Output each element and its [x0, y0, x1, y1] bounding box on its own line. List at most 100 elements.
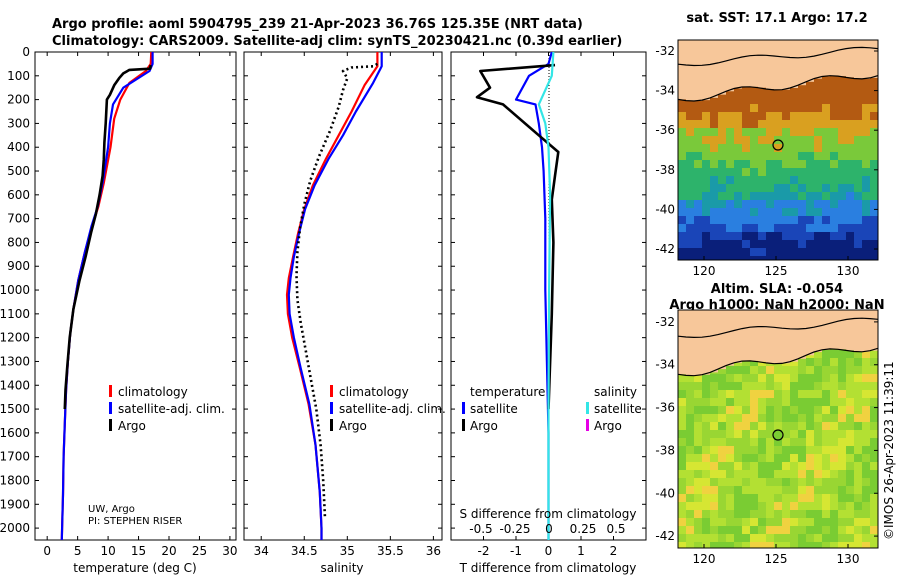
- map-cell: [750, 406, 758, 414]
- map-cell: [822, 256, 830, 260]
- map-cell: [846, 176, 854, 184]
- map-cell: [710, 510, 718, 518]
- map-cell: [862, 414, 870, 422]
- map-cell: [782, 502, 790, 510]
- map-cell: [814, 462, 822, 470]
- map-cell: [710, 462, 718, 470]
- map-cell: [806, 128, 814, 136]
- map-cell: [686, 502, 694, 510]
- map-cell: [862, 160, 870, 168]
- map-cell: [718, 446, 726, 454]
- map-cell: [678, 454, 686, 462]
- map-cell: [854, 398, 862, 406]
- map-cell: [862, 144, 870, 152]
- map-cell: [846, 96, 854, 104]
- map-cell: [766, 232, 774, 240]
- map-cell: [718, 256, 726, 260]
- map-cell: [790, 478, 798, 486]
- legend-title-salinity: salinity: [594, 385, 637, 399]
- map-cell: [702, 446, 710, 454]
- map-cell: [694, 240, 702, 248]
- legend-label-temp-argo: Argo: [470, 419, 498, 433]
- map-cell: [710, 382, 718, 390]
- map-cell: [782, 406, 790, 414]
- map-x-tick-label: 125: [765, 552, 788, 566]
- map-cell: [702, 518, 710, 526]
- map-cell: [790, 374, 798, 382]
- map-cell: [838, 224, 846, 232]
- map-cell: [742, 88, 750, 96]
- map-cell: [766, 406, 774, 414]
- map-cell: [790, 120, 798, 128]
- sla-map-ticks: 120 125 130 -32 -34 -36 -38 -40 -42: [655, 315, 878, 566]
- y-tick-label: 1300: [0, 354, 30, 368]
- map-cell: [838, 446, 846, 454]
- map-cell: [686, 406, 694, 414]
- map-cell: [774, 192, 782, 200]
- map-cell: [846, 406, 854, 414]
- map-cell: [838, 128, 846, 136]
- map-cell: [694, 518, 702, 526]
- map-cell: [822, 382, 830, 390]
- map-cell: [702, 248, 710, 256]
- map-cell: [710, 144, 718, 152]
- map-cell: [830, 104, 838, 112]
- map-cell: [814, 176, 822, 184]
- y-tick-label: 0: [22, 45, 30, 59]
- map-cell: [782, 454, 790, 462]
- map-cell: [734, 398, 742, 406]
- map-cell: [830, 462, 838, 470]
- map-cell: [814, 374, 822, 382]
- map-cell: [694, 422, 702, 430]
- map-cell: [838, 152, 846, 160]
- map-cell: [782, 422, 790, 430]
- map-y-tick-label: -40: [655, 486, 675, 500]
- map-cell: [854, 478, 862, 486]
- map-cell: [774, 200, 782, 208]
- map-cell: [822, 454, 830, 462]
- map-cell: [750, 160, 758, 168]
- s-tick-label: 0.5: [606, 522, 625, 536]
- map-cell: [846, 518, 854, 526]
- map-cell: [838, 542, 846, 548]
- map-cell: [854, 184, 862, 192]
- map-cell: [734, 382, 742, 390]
- map-cell: [782, 542, 790, 548]
- map-cell: [734, 542, 742, 548]
- map-cell: [782, 414, 790, 422]
- y-tick-label: 200: [7, 93, 30, 107]
- map-cell: [862, 248, 870, 256]
- map-cell: [854, 216, 862, 224]
- map-cell: [718, 526, 726, 534]
- coastline: [678, 75, 878, 102]
- map-cell: [694, 382, 702, 390]
- map-cell: [678, 224, 686, 232]
- map-cell: [710, 494, 718, 502]
- y-tick-label: 2000: [0, 521, 30, 535]
- map-cell: [710, 406, 718, 414]
- map-cell: [702, 478, 710, 486]
- map-cell: [838, 390, 846, 398]
- map-cell: [758, 144, 766, 152]
- map-cell: [726, 104, 734, 112]
- y-tick-label: 100: [7, 69, 30, 83]
- map-cell: [726, 256, 734, 260]
- map-cell: [854, 112, 862, 120]
- map-cell: [822, 470, 830, 478]
- map-cell: [862, 112, 870, 120]
- map-cell: [694, 256, 702, 260]
- map-cell: [774, 478, 782, 486]
- map-cell: [830, 88, 838, 96]
- map-cell: [726, 374, 734, 382]
- map-cell: [822, 462, 830, 470]
- map-cell: [718, 96, 726, 104]
- map-cell: [726, 240, 734, 248]
- map-cell: [814, 256, 822, 260]
- map-cell: [806, 518, 814, 526]
- x-tick-label: 35.5: [377, 544, 404, 558]
- map-cell: [742, 542, 750, 548]
- map-cell: [750, 422, 758, 430]
- map-cell: [782, 152, 790, 160]
- map-cell: [798, 454, 806, 462]
- map-cell: [710, 414, 718, 422]
